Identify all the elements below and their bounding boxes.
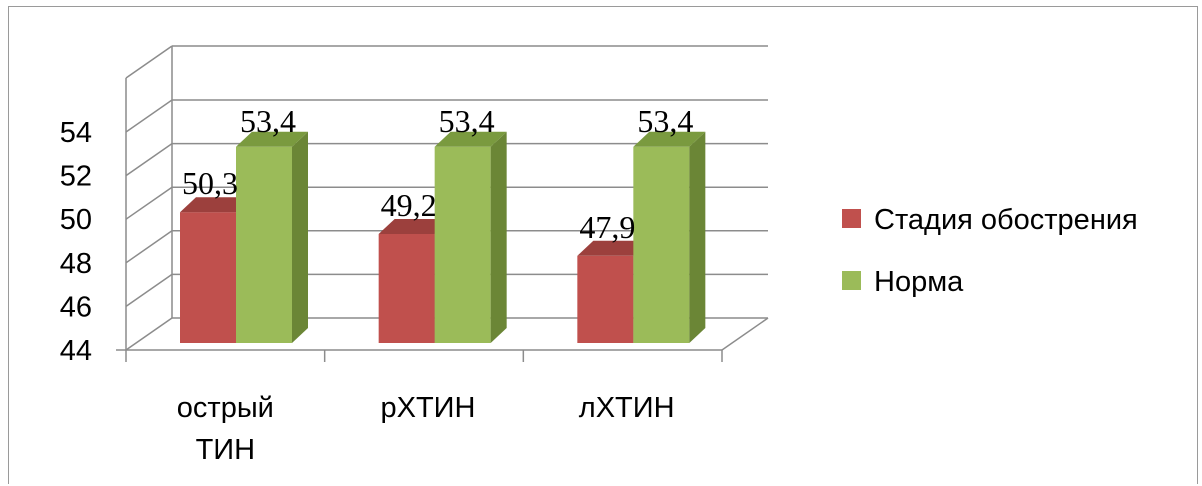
data-label: 50,3 — [182, 165, 238, 201]
bar-front-face — [378, 234, 435, 343]
category-label: рХТИН — [381, 392, 476, 424]
gridline-side — [125, 186, 173, 220]
gridline-side — [125, 230, 173, 264]
legend-item: Стадия обострения — [842, 204, 1138, 236]
bars — [180, 131, 706, 343]
y-tick-label: 50 — [60, 204, 92, 236]
y-axis-tick-labels: 44 46 48 50 52 54 — [60, 117, 92, 367]
category-label: лХТИН — [579, 392, 675, 424]
data-label: 53,4 — [637, 103, 693, 139]
y-tick-label: 54 — [60, 117, 92, 149]
data-labels: 50,353,449,253,447,953,4 — [182, 103, 693, 245]
gridline-side — [125, 45, 173, 79]
legend: Стадия обострения Норма — [842, 204, 1138, 298]
data-label: 49,2 — [381, 187, 437, 223]
bar-top-face — [180, 197, 252, 213]
bar-норма — [236, 131, 308, 343]
gridline-side — [125, 317, 173, 351]
legend-swatch — [842, 209, 861, 228]
legend-label: Норма — [874, 266, 964, 298]
legend-item: Норма — [842, 266, 964, 298]
floor-right-edge — [721, 317, 769, 351]
bar-front-face — [180, 212, 236, 343]
gridline-side — [125, 273, 173, 308]
bar-top-face — [378, 219, 451, 234]
category-label: острый — [177, 392, 274, 424]
bar-норма — [434, 131, 507, 343]
data-label: 53,4 — [240, 103, 296, 139]
chart-frame — [8, 6, 1198, 484]
data-label: 53,4 — [439, 103, 495, 139]
y-tick-label: 46 — [60, 291, 92, 323]
bar-top-face — [577, 240, 650, 256]
bar-front-face — [633, 146, 690, 343]
bar-front-face — [577, 255, 634, 343]
y-tick-label: 44 — [60, 335, 92, 367]
bar-норма — [633, 131, 706, 343]
legend-label: Стадия обострения — [874, 204, 1138, 236]
bar-front-face — [236, 146, 292, 343]
bar-side-face — [689, 131, 706, 343]
gridline-side — [125, 99, 173, 133]
y-tick-label: 52 — [60, 161, 92, 193]
bar-side-face — [292, 131, 308, 343]
bar-top-face — [633, 131, 706, 147]
bar-top-face — [434, 131, 507, 147]
bar-top-face — [236, 131, 308, 147]
bar-front-face — [434, 146, 491, 343]
bar-стадия-обострения — [180, 197, 252, 343]
category-label: ТИН — [196, 434, 256, 466]
bar-side-face — [490, 131, 507, 343]
y-tick-label: 48 — [60, 248, 92, 280]
gridline-side — [125, 142, 173, 177]
legend-swatch — [842, 271, 861, 290]
data-label: 47,9 — [579, 209, 635, 245]
x-axis-category-labels: острый ТИН рХТИН лХТИН — [177, 392, 675, 466]
